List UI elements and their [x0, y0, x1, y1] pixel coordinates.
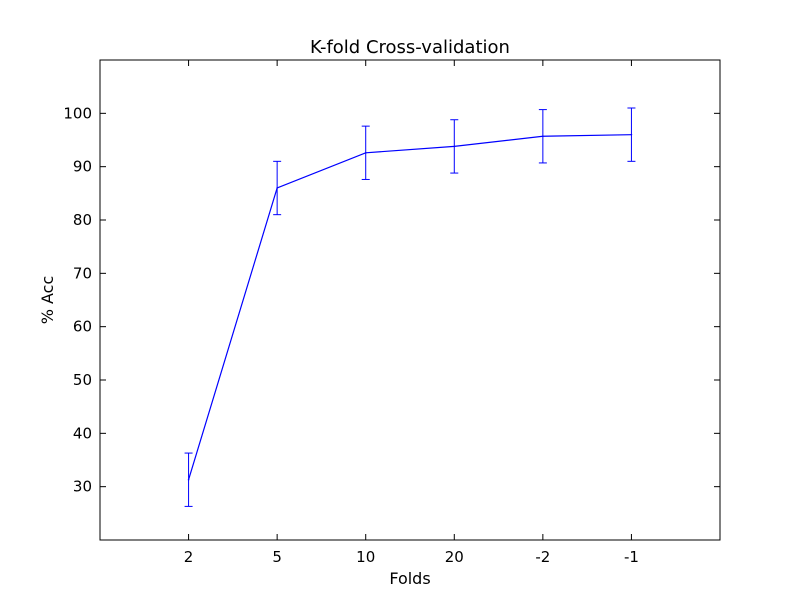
x-tick-label: 10 [356, 548, 375, 566]
data-series [184, 107, 636, 507]
x-tick-label: -1 [624, 548, 639, 566]
x-tick-label: 20 [445, 548, 464, 566]
series-line [187, 134, 632, 480]
x-tick-label: 2 [184, 548, 194, 566]
y-tick-label: 100 [63, 104, 92, 122]
chart-title: K-fold Cross-validation [310, 37, 510, 58]
x-axis-label: Folds [389, 569, 430, 588]
axis-ticks: 2 5 10 20 -2 -1 30 40 50 60 70 80 90 100 [63, 60, 720, 566]
data-point [453, 145, 456, 148]
data-point [187, 478, 190, 481]
y-tick-label: 70 [73, 264, 92, 282]
y-tick-label: 90 [73, 158, 92, 176]
y-tick-label: 80 [73, 211, 92, 229]
x-tick-label: 5 [272, 548, 282, 566]
y-tick-label: 30 [73, 478, 92, 496]
data-point [276, 187, 278, 189]
y-tick-label: 50 [73, 371, 92, 389]
data-point [542, 135, 544, 138]
y-tick-label: 60 [73, 318, 92, 336]
y-axis-label: % Acc [38, 276, 57, 325]
data-point [630, 133, 633, 136]
plot-area-frame [99, 59, 721, 541]
data-point [364, 152, 367, 154]
x-tick-label: -2 [535, 548, 550, 566]
y-tick-label: 40 [73, 424, 92, 442]
